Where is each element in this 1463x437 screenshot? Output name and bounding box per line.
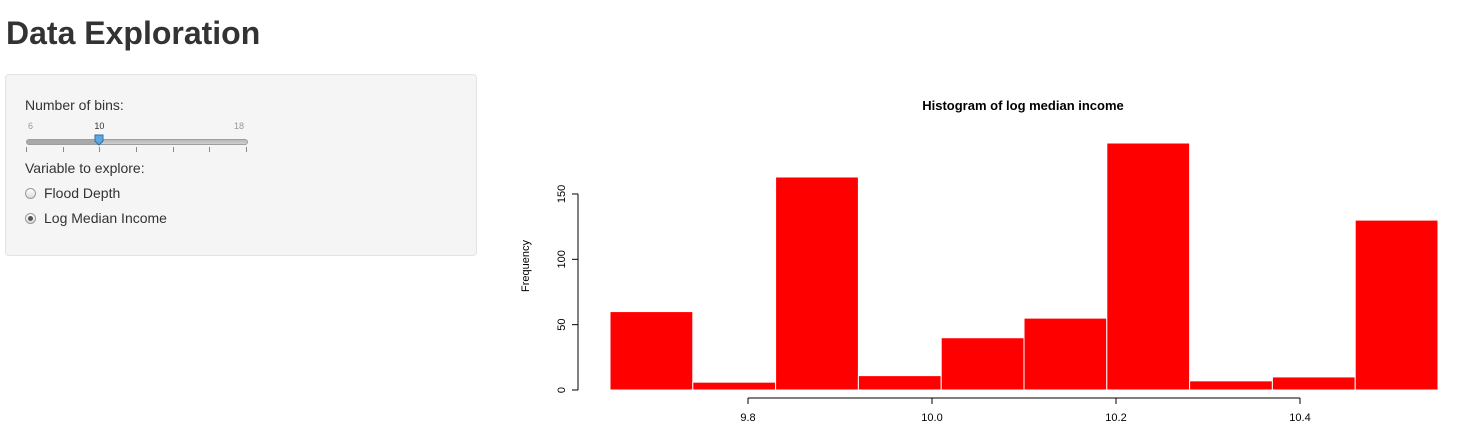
histogram-plot: Histogram of log median income Frequency… (520, 98, 1439, 424)
histogram-bar (857, 375, 942, 391)
variable-label: Variable to explore: (25, 160, 145, 176)
chart-title: Histogram of log median income (922, 98, 1124, 113)
radio-button[interactable] (25, 187, 36, 199)
y-axis-label: Frequency (520, 240, 532, 292)
histogram-bar (1354, 219, 1439, 391)
bins-slider[interactable]: 6 10 18 (26, 121, 248, 153)
x-tick-label: 10.2 (1105, 412, 1126, 424)
slider-tick (136, 147, 137, 152)
slider-tick (173, 147, 174, 152)
x-tick-label: 9.8 (740, 412, 755, 424)
page-title: Data Exploration (6, 15, 261, 51)
histogram-bar (1189, 380, 1273, 391)
slider-tick (26, 147, 27, 152)
slider-max-label: 18 (234, 121, 245, 131)
radio-label: Flood Depth (44, 185, 121, 201)
bins-label: Number of bins: (25, 97, 124, 113)
slider-tick (99, 147, 100, 152)
histogram-bar (775, 176, 859, 391)
x-tick-label: 10.0 (921, 412, 942, 424)
slider-handle[interactable] (94, 134, 104, 146)
y-tick-label: 100 (556, 250, 568, 268)
x-tick-label: 10.4 (1289, 412, 1310, 424)
histogram-bar (940, 337, 1025, 391)
y-tick-label: 0 (556, 387, 568, 393)
histogram-bar (692, 381, 777, 391)
slider-tick (63, 147, 64, 152)
radio-option-flood-depth[interactable]: Flood Depth (25, 183, 120, 203)
histogram-bar (1106, 142, 1191, 391)
slider-value-label: 10 (94, 121, 105, 131)
y-tick-label: 150 (556, 185, 568, 203)
slider-tick (209, 147, 210, 152)
slider-fill (27, 140, 99, 144)
histogram-bar (1271, 376, 1356, 391)
histogram-bar (609, 311, 694, 391)
slider-tick (246, 147, 247, 152)
y-tick-label: 50 (556, 319, 568, 331)
radio-button-selected[interactable] (25, 212, 36, 224)
radio-label: Log Median Income (44, 210, 167, 226)
histogram-bar (1023, 317, 1108, 391)
radio-option-log-median-income[interactable]: Log Median Income (25, 208, 167, 228)
slider-min-label: 6 (28, 121, 34, 131)
sidebar-panel: Number of bins: 6 10 18 Variable to expl… (5, 74, 477, 256)
slider-track[interactable] (26, 139, 248, 145)
